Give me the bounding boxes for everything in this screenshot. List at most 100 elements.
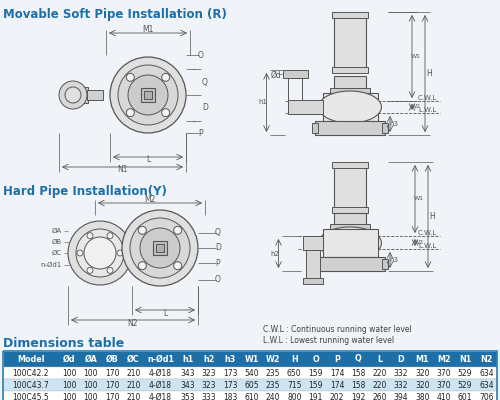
Text: ØA: ØA [84,354,97,364]
Text: P: P [334,354,340,364]
Text: ØC: ØC [127,354,140,364]
Text: h3: h3 [224,354,236,364]
Bar [288,100,322,114]
Text: ØA: ØA [52,228,62,234]
Text: P: P [198,128,203,138]
Circle shape [138,226,146,234]
Text: 210: 210 [126,392,140,400]
Text: 100: 100 [62,380,76,390]
Text: W1: W1 [411,54,421,59]
Circle shape [174,262,182,270]
Text: 235: 235 [266,380,280,390]
Text: L.W.L: L.W.L [418,107,436,113]
Text: L: L [377,354,382,364]
Circle shape [117,250,123,256]
Circle shape [87,267,93,273]
Bar [332,12,368,18]
Bar [334,213,366,227]
Text: M1: M1 [142,26,154,34]
Circle shape [84,237,116,269]
Circle shape [87,233,93,239]
Ellipse shape [318,91,382,123]
Text: 800: 800 [287,392,302,400]
Text: n-Ød1: n-Ød1 [41,262,62,268]
Text: H: H [429,212,435,221]
Bar [306,250,320,281]
Bar [332,162,368,168]
Text: 235: 235 [266,368,280,378]
Bar [302,278,322,284]
Bar [330,88,370,93]
Circle shape [138,262,146,270]
Text: L: L [146,156,150,164]
Text: 370: 370 [436,380,451,390]
Circle shape [65,87,81,103]
Text: 410: 410 [436,392,451,400]
Bar [322,229,378,257]
Text: C.W.L: C.W.L [418,95,437,101]
Text: 210: 210 [126,380,140,390]
Text: 706: 706 [479,392,494,400]
Bar [3,379,497,391]
Text: 529: 529 [458,380,472,390]
Text: N1: N1 [459,354,471,364]
Text: W2: W2 [411,104,421,110]
Text: Q: Q [355,354,362,364]
Text: 650: 650 [287,368,302,378]
Circle shape [77,250,83,256]
Circle shape [107,233,113,239]
Circle shape [126,73,134,81]
Text: N1: N1 [117,166,128,174]
Text: 240: 240 [266,392,280,400]
Text: D: D [398,354,404,364]
Text: 100: 100 [84,380,98,390]
Text: 100C42.2: 100C42.2 [12,368,49,378]
Circle shape [68,221,132,285]
Text: 174: 174 [330,368,344,378]
Text: 4-Ø18: 4-Ø18 [149,368,172,378]
Text: 174: 174 [330,380,344,390]
Text: Q: Q [215,228,221,238]
Text: 183: 183 [223,392,238,400]
Text: h3: h3 [390,257,398,263]
Text: 220: 220 [372,368,387,378]
Bar [334,15,366,70]
Bar [3,367,497,379]
Bar [334,165,366,210]
Bar [153,241,167,255]
Bar [3,351,497,367]
Text: 333: 333 [202,392,216,400]
Text: 210: 210 [126,368,140,378]
Text: 320: 320 [415,368,430,378]
Text: 173: 173 [223,380,238,390]
Text: 380: 380 [415,392,430,400]
Text: 323: 323 [202,380,216,390]
Circle shape [140,228,180,268]
Text: 100: 100 [84,368,98,378]
Bar [132,245,147,261]
Text: 260: 260 [372,392,387,400]
Circle shape [118,65,178,125]
Bar [382,259,388,269]
Text: 220: 220 [372,380,387,390]
Text: W1: W1 [244,354,259,364]
Circle shape [130,218,190,278]
Text: L.W.L : Lowest running water level: L.W.L : Lowest running water level [263,336,394,345]
Bar [144,91,152,99]
Text: 610: 610 [244,392,259,400]
Text: 170: 170 [105,380,120,390]
Text: n-Ød1: n-Ød1 [147,354,174,364]
Bar [330,224,370,229]
Text: 634: 634 [479,380,494,390]
Text: 394: 394 [394,392,408,400]
Text: h2: h2 [270,250,279,256]
Circle shape [126,109,134,117]
Text: 158: 158 [351,368,366,378]
Text: O: O [198,50,204,60]
Text: 343: 343 [180,380,195,390]
Text: H: H [426,69,432,78]
Text: 320: 320 [415,380,430,390]
Bar [282,70,308,78]
Text: 601: 601 [458,392,472,400]
Text: 159: 159 [308,368,323,378]
